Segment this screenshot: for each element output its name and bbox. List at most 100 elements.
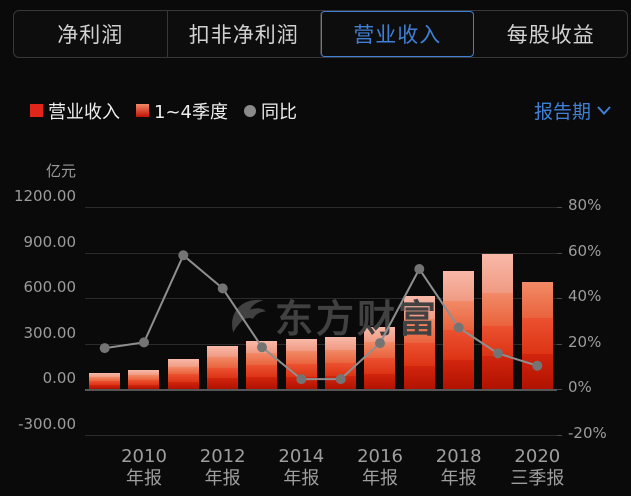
- y-axis-label-left: 900.00: [23, 232, 77, 251]
- bar-segment-q4: [325, 337, 357, 351]
- bar-segment-q4: [482, 253, 514, 293]
- tab-operating-revenue[interactable]: 营业收入: [320, 11, 474, 57]
- legend-yoy-label: 同比: [261, 101, 297, 123]
- bar-segment-q3: [89, 376, 121, 381]
- yoy-point-2019年报[interactable]: [493, 348, 503, 359]
- bar-segment-q2: [167, 374, 199, 382]
- yoy-point-2014年报[interactable]: [296, 374, 307, 385]
- bar-segment-q3: [482, 292, 514, 326]
- bar-segment-q2: [246, 365, 278, 378]
- tab-eps[interactable]: 每股收益: [506, 23, 595, 47]
- bar-2017年报[interactable]: [403, 207, 435, 435]
- bar-segment-q3: [521, 282, 553, 318]
- report-period-button[interactable]: 报告期: [534, 97, 611, 124]
- bar-2011年报[interactable]: [167, 207, 199, 435]
- bar-2015年报[interactable]: [325, 207, 357, 435]
- yoy-dot-icon: [244, 104, 256, 117]
- bar-segment-q1: [403, 366, 435, 390]
- right-axis-tick: [557, 343, 562, 345]
- bar-2019年报[interactable]: [482, 207, 514, 435]
- bar-segment-q2: [521, 317, 553, 354]
- y-axis-label-left: 600.00: [23, 278, 77, 297]
- yoy-point-2018年报[interactable]: [453, 322, 464, 333]
- legend-item-yoy[interactable]: 同比: [244, 98, 297, 124]
- bar-segment-q3: [325, 350, 357, 364]
- bar-segment-q4: [128, 370, 160, 375]
- legend-revenue-label: 营业收入: [48, 101, 120, 123]
- x-label-report-type: 年报: [283, 468, 320, 489]
- bar-2010年报[interactable]: [128, 207, 160, 435]
- bar-2018年报[interactable]: [443, 207, 475, 435]
- x-label-year: 2012: [199, 446, 246, 467]
- gridline: [85, 343, 557, 345]
- bar-segment-q4: [89, 372, 121, 377]
- gridline: [85, 435, 557, 436]
- tab-non-gaap-net-profit[interactable]: 扣非净利润: [166, 11, 321, 57]
- yoy-point-2017年报[interactable]: [414, 264, 425, 274]
- chart-legend: 营业收入 1~4季度 同比 报告期: [30, 97, 611, 124]
- right-axis-tick: [557, 435, 562, 436]
- metric-tab-bar: 净利润 扣非净利润 营业收入 每股收益: [13, 10, 628, 58]
- x-axis-label-2020: 2020 三季报: [492, 446, 582, 490]
- x-axis-label-2016: 2016 年报: [335, 446, 425, 490]
- right-axis-tick: [557, 252, 562, 254]
- gridline: [85, 252, 557, 254]
- yoy-point-2010年报[interactable]: [139, 337, 149, 348]
- y-axis-label-left: -300.00: [18, 415, 76, 433]
- bar-segment-q3: [246, 353, 278, 366]
- report-period-label: 报告期: [533, 101, 591, 123]
- bar-segment-q1: [207, 378, 239, 390]
- yoy-point-2011年报[interactable]: [178, 250, 189, 261]
- chevron-down-icon: [597, 106, 611, 115]
- x-label-report-type: 三季报: [510, 468, 565, 489]
- x-axis-label-2018: 2018 年报: [414, 446, 504, 490]
- bar-segment-q3: [403, 319, 435, 343]
- right-axis-tick: [557, 298, 562, 300]
- quarters-gradient-swatch-icon: [136, 104, 149, 117]
- bar-2013年报[interactable]: [246, 207, 278, 435]
- bar-segment-q1: [167, 381, 199, 390]
- revenue-swatch-icon: [30, 104, 43, 117]
- bar-segment-q2: [128, 379, 160, 385]
- bar-segment-q1: [246, 377, 278, 390]
- bar-segment-q1: [89, 385, 121, 390]
- bar-segment-q2: [403, 342, 435, 366]
- yoy-point-2013年报[interactable]: [257, 342, 267, 353]
- x-label-year: 2018: [435, 446, 482, 467]
- bar-segment-q2: [364, 357, 396, 374]
- x-label-report-type: 年报: [440, 468, 477, 489]
- bar-segment-q4: [285, 338, 317, 352]
- legend-quarters-label: 1~4季度: [154, 101, 228, 123]
- gridline: [85, 207, 557, 208]
- yoy-point-2015年报[interactable]: [335, 374, 346, 385]
- bar-segment-q1: [482, 355, 514, 390]
- y-axis-label-left: 0.00: [42, 369, 76, 388]
- x-label-report-type: 年报: [362, 468, 398, 489]
- bar-segment-q3: [128, 374, 160, 380]
- yoy-point-2009年报[interactable]: [99, 343, 110, 354]
- y-axis-label-right: 0%: [568, 378, 592, 397]
- yoy-point-2016年报[interactable]: [375, 338, 385, 349]
- x-label-report-type: 年报: [126, 468, 162, 489]
- bar-segment-q1: [521, 353, 553, 390]
- x-label-year: 2010: [121, 446, 167, 467]
- x-axis-label-2012: 2012 年报: [178, 446, 268, 490]
- yoy-point-2020三季报[interactable]: [532, 360, 543, 371]
- tab-net-profit[interactable]: 净利润: [57, 23, 124, 47]
- bar-segment-q4: [207, 345, 239, 357]
- legend-item-revenue[interactable]: 营业收入: [30, 98, 120, 124]
- bar-2009年报[interactable]: [89, 207, 121, 435]
- legend-item-quarters[interactable]: 1~4季度: [136, 98, 228, 124]
- y-axis-label-right: 40%: [568, 287, 602, 306]
- y-axis-label-right: -20%: [568, 424, 607, 442]
- bar-2016年报[interactable]: [364, 207, 396, 435]
- bar-2020三季报[interactable]: [521, 207, 553, 435]
- bar-2012年报[interactable]: [207, 207, 239, 435]
- x-axis-label-2010: 2010 年报: [99, 446, 189, 490]
- bar-segment-q3: [207, 356, 239, 368]
- chart-area: 亿元 东方财富 1200.00 80% 900.00 60% 600.00 40% 300.…: [0, 150, 631, 496]
- bar-segment-q4: [443, 271, 475, 301]
- yoy-point-2012年报[interactable]: [217, 283, 228, 294]
- y-axis-label-left: 1200.00: [13, 187, 76, 205]
- yoy-polyline: [104, 253, 538, 381]
